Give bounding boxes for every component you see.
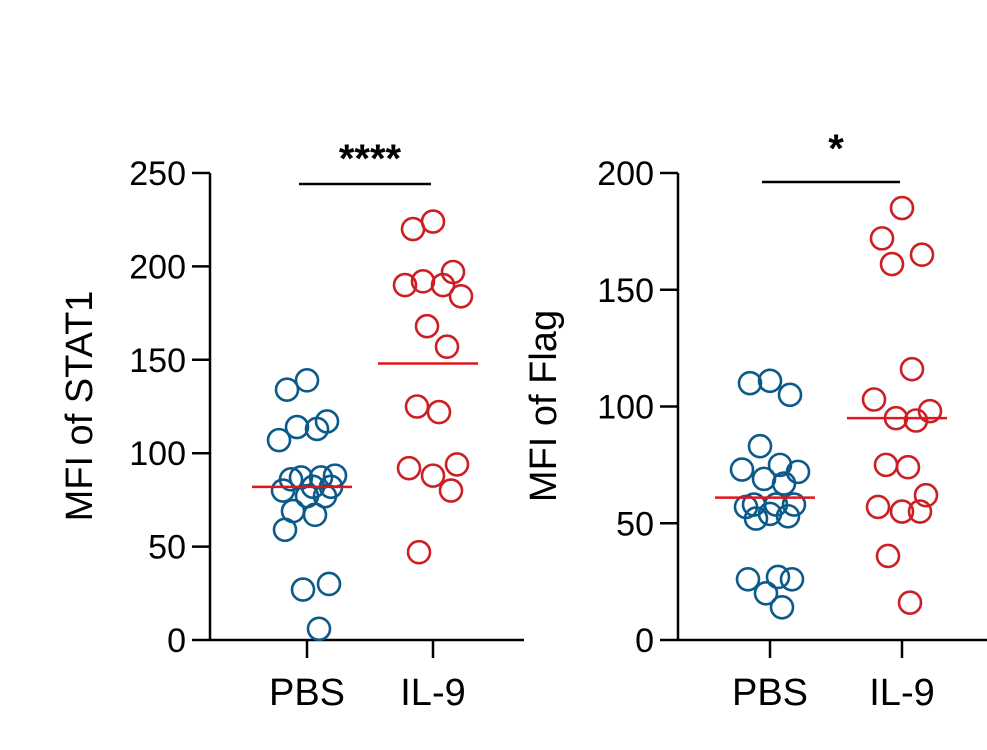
data-point <box>779 566 805 592</box>
data-point <box>785 459 811 485</box>
data-point <box>889 195 915 221</box>
data-point <box>448 283 474 309</box>
data-point <box>775 503 801 529</box>
data-point <box>751 466 777 492</box>
y-axis-label: MFI of Flag <box>523 310 565 502</box>
x-category-label: IL-9 <box>869 672 934 714</box>
data-point <box>897 590 923 615</box>
data-point <box>396 455 422 481</box>
data-point <box>438 478 464 503</box>
data-point <box>781 492 807 517</box>
x-category-label: PBS <box>732 672 808 714</box>
data-point <box>899 356 925 382</box>
data-point <box>266 427 292 453</box>
data-point <box>400 216 426 242</box>
data-point <box>312 483 338 509</box>
data-point <box>270 478 296 503</box>
y-tick-label: 0 <box>635 622 654 660</box>
data-point <box>913 482 939 508</box>
data-point <box>889 499 915 524</box>
data-point <box>747 433 773 459</box>
data-point <box>875 543 901 569</box>
y-axis-label: MFI of STAT1 <box>59 291 101 522</box>
data-point <box>420 463 446 488</box>
data-point <box>306 616 332 642</box>
data-point <box>426 399 452 425</box>
data-point <box>757 368 783 394</box>
data-point <box>420 209 446 234</box>
data-point <box>873 452 899 478</box>
y-tick-label: 50 <box>148 529 186 567</box>
data-point <box>771 471 797 496</box>
data-point <box>290 577 316 602</box>
x-category-label: PBS <box>269 672 345 714</box>
data-point <box>274 377 300 402</box>
data-point <box>414 313 440 339</box>
data-point <box>392 272 418 298</box>
data-point <box>434 334 460 360</box>
data-point <box>406 539 432 565</box>
data-point <box>735 566 761 592</box>
x-category-label: IL-9 <box>400 672 465 714</box>
significance-label: * <box>828 127 844 171</box>
y-tick-label: 200 <box>597 155 654 193</box>
y-tick-label: 0 <box>167 622 186 660</box>
data-point <box>907 499 933 524</box>
data-point <box>895 454 921 480</box>
y-tick-label: 100 <box>129 435 186 473</box>
data-point <box>909 242 935 268</box>
data-point <box>743 506 769 531</box>
data-point <box>272 517 298 543</box>
data-point <box>294 368 320 393</box>
y-tick-label: 250 <box>129 155 186 193</box>
y-tick-label: 150 <box>129 342 186 380</box>
data-point <box>302 502 328 528</box>
data-point <box>865 494 891 520</box>
y-tick-label: 100 <box>597 389 654 427</box>
significance-label: **** <box>339 137 402 181</box>
data-point <box>769 595 795 620</box>
data-point <box>879 251 905 277</box>
y-tick-label: 150 <box>597 272 654 310</box>
data-point <box>861 387 887 412</box>
data-point <box>757 501 783 527</box>
data-point <box>304 416 330 442</box>
data-point <box>777 382 803 408</box>
data-point <box>404 394 430 419</box>
stat1-panel: 0 50 100 150 200 250 PBS IL-9 MFI of STAT1 **** <box>59 137 524 714</box>
y-tick-label: 50 <box>616 505 654 543</box>
data-point <box>753 580 779 606</box>
data-point <box>765 564 791 590</box>
data-point <box>737 370 763 396</box>
data-point <box>729 457 755 482</box>
data-point <box>869 226 895 251</box>
flag-panel: 0 50 100 150 200 PBS IL-9 MFI of Flag * <box>523 127 987 714</box>
y-tick-label: 200 <box>129 248 186 286</box>
data-point <box>284 414 310 440</box>
data-point <box>903 408 929 433</box>
data-point <box>316 571 342 597</box>
data-point <box>430 272 456 298</box>
data-point <box>444 452 470 477</box>
